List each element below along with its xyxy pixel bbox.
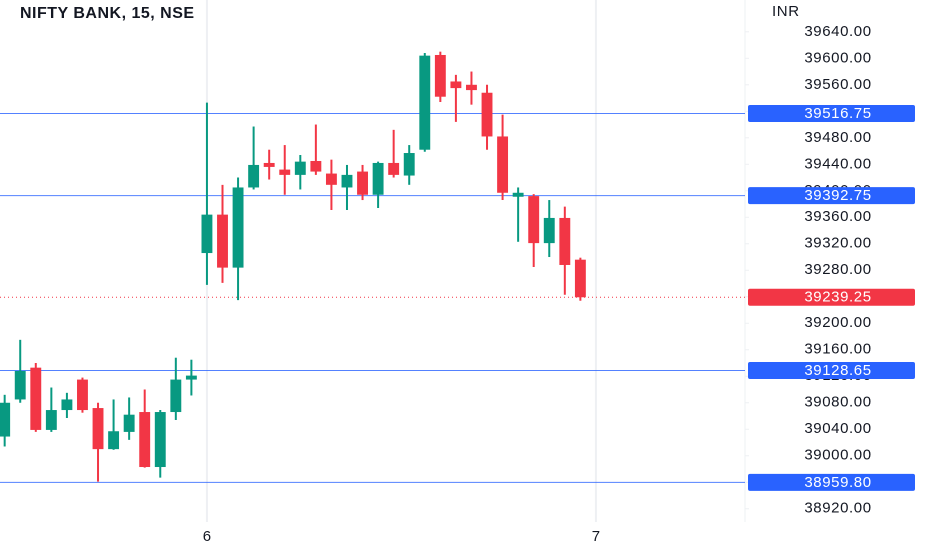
candle-body [279, 169, 291, 175]
last-price-box [748, 288, 915, 306]
candle-body [310, 160, 322, 172]
candle-body [92, 408, 104, 450]
candle-body [388, 162, 400, 175]
y-tick-label: 39640.00 [804, 23, 871, 40]
candle-body [574, 259, 586, 298]
y-tick-label: 39280.00 [804, 261, 871, 278]
y-tick-label: 39040.00 [804, 420, 871, 437]
y-tick-label: 39200.00 [804, 314, 871, 331]
candle-body [248, 164, 260, 188]
level-label: 39392.75 [804, 187, 871, 204]
candle-body [325, 173, 337, 185]
candle-body [434, 54, 446, 97]
candle-body [372, 162, 384, 195]
candle-body [108, 431, 120, 450]
candle-body [61, 399, 73, 411]
candle-body [139, 412, 151, 468]
level-label: 39516.75 [804, 105, 871, 122]
y-tick-label: 39160.00 [804, 341, 871, 358]
y-tick-label: 39480.00 [804, 129, 871, 146]
level-label-box [748, 362, 915, 380]
last-price-label: 39239.25 [804, 289, 871, 306]
chart-title: NIFTY BANK, 15, NSE [20, 5, 195, 22]
candle-body [341, 174, 353, 188]
candle-body [543, 217, 555, 244]
candle-body [528, 196, 540, 244]
candle-body [497, 136, 509, 193]
candle-body [201, 214, 213, 254]
level-label: 39128.65 [804, 362, 871, 379]
x-tick-label: 7 [592, 528, 600, 545]
level-label-box [748, 473, 915, 491]
y-tick-label: 39560.00 [804, 76, 871, 93]
level-label: 38959.80 [804, 474, 871, 491]
candle-body [559, 217, 571, 265]
y-axis-label: INR [772, 3, 800, 20]
candle-body [0, 402, 11, 437]
level-label-box [748, 104, 915, 122]
candle-body [30, 367, 42, 430]
candle-body [512, 192, 524, 197]
candle-body [217, 214, 228, 268]
level-label-box [748, 187, 915, 205]
y-tick-label: 39080.00 [804, 394, 871, 411]
candle-body [481, 92, 493, 137]
candle-body [357, 171, 368, 195]
candle-body [45, 410, 57, 430]
x-tick-label: 6 [203, 528, 211, 545]
candle-body [294, 161, 306, 175]
candle-body [154, 412, 166, 468]
y-tick-label: 39360.00 [804, 208, 871, 225]
candle-body [14, 370, 26, 400]
candle-body [185, 375, 197, 380]
candle-body [450, 81, 462, 89]
candle-body [232, 187, 244, 268]
candle-body [419, 55, 431, 150]
candle-body [123, 414, 135, 432]
y-tick-label: 39320.00 [804, 235, 871, 252]
candle-body [77, 379, 88, 411]
candle-body [263, 162, 275, 167]
y-tick-label: 39600.00 [804, 49, 871, 66]
y-tick-label: 39000.00 [804, 447, 871, 464]
y-tick-label: 38920.00 [804, 500, 871, 517]
candle-body [170, 379, 182, 413]
candle-body [403, 153, 415, 176]
candle-body [466, 84, 477, 91]
y-tick-label: 39440.00 [804, 155, 871, 172]
